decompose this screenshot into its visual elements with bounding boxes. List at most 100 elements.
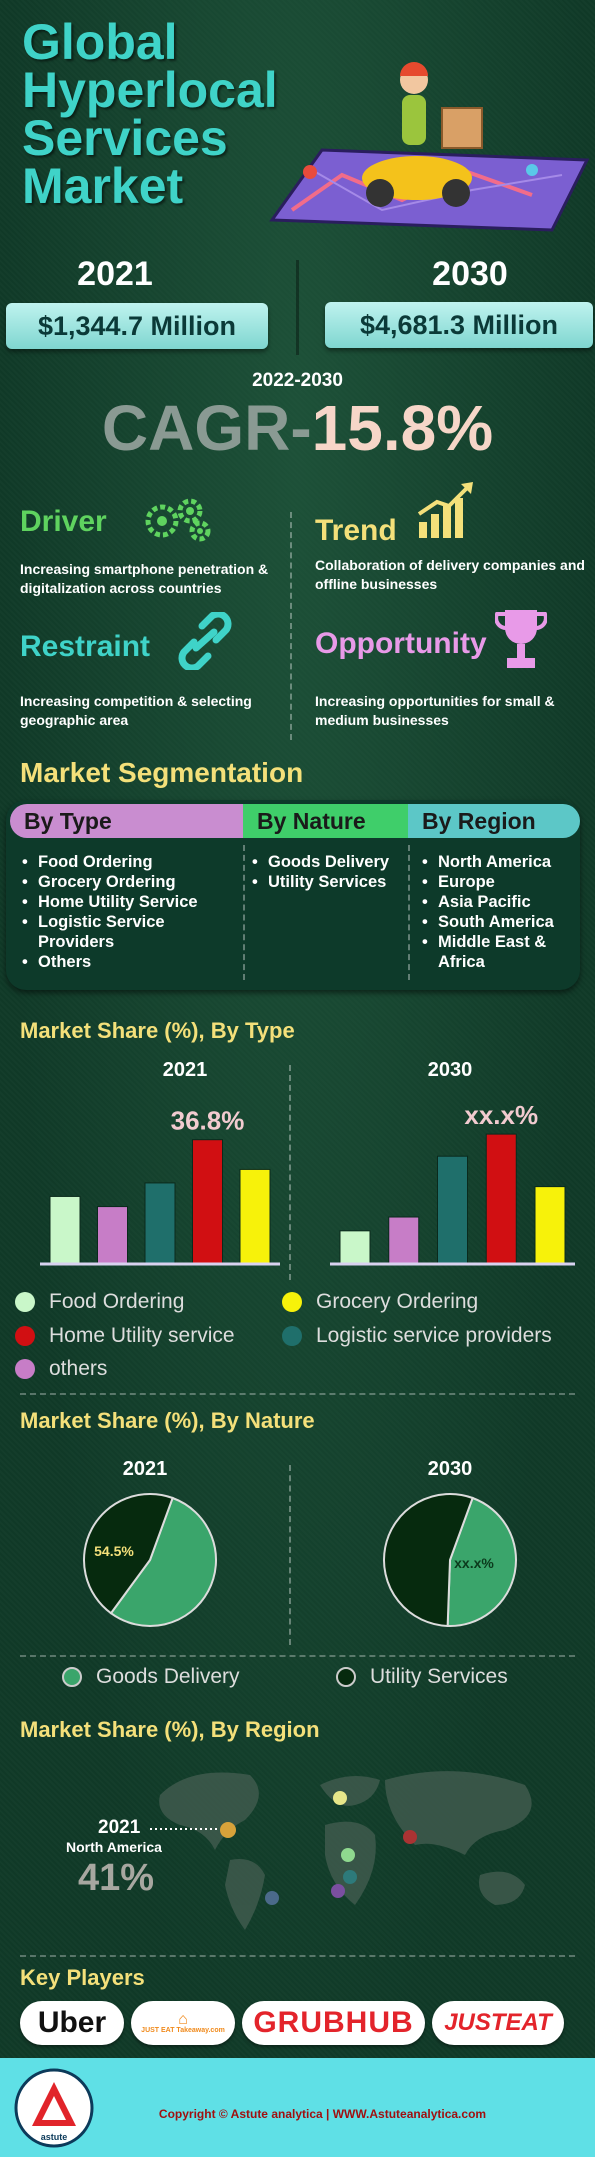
- gears-icon: [145, 498, 211, 542]
- justeat-logo: JUSTEAT: [432, 2001, 564, 2045]
- legend-item: Logistic service providers: [282, 1324, 552, 1348]
- section-divider: [20, 1393, 575, 1395]
- map-pin: [341, 1848, 355, 1862]
- list-item: Logistic Service Providers: [22, 912, 237, 952]
- pie-slice-utility-services: [83, 1493, 174, 1615]
- chart-year: 2030: [427, 1458, 473, 1480]
- map-pin: [331, 1884, 345, 1898]
- list-item: Others: [22, 952, 237, 972]
- section-divider: [20, 1655, 575, 1657]
- legend-swatch: [336, 1667, 356, 1687]
- copyright-text: Copyright © Astute analytica | WWW.Astut…: [158, 2107, 487, 2121]
- tab-by-region: By Region: [408, 804, 580, 838]
- map-pin: [403, 1830, 417, 1844]
- type-section-title: Market Share (%), By Type: [20, 1018, 295, 1043]
- legend-label: Food Ordering: [49, 1290, 185, 1313]
- just-eat-takeaway-logo: ⌂ JUST EAT Takeaway.com: [131, 2001, 235, 2045]
- list-item: Middle East & Africa: [422, 932, 572, 972]
- region-year: 2021: [98, 1817, 141, 1838]
- nature-list: Goods Delivery Utility Services: [252, 852, 404, 892]
- legend-swatch: [282, 1292, 302, 1312]
- list-item: Utility Services: [252, 872, 404, 892]
- list-item: North America: [422, 852, 572, 872]
- bar-chart-2030: xx.x%: [330, 1100, 575, 1266]
- bar-grocery-ordering: [239, 1168, 271, 1265]
- bar-logistic-service-providers: [144, 1182, 176, 1265]
- cagr-period: 2022-2030: [252, 370, 343, 391]
- delivery-scooter-illustration: [269, 62, 590, 232]
- list-item: Europe: [422, 872, 572, 892]
- data-label: xx.x%: [464, 1100, 538, 1130]
- cagr-headline: CAGR-15.8%: [0, 388, 595, 468]
- trend-title: Trend: [315, 514, 397, 547]
- legend-item: others: [15, 1357, 107, 1381]
- pie-slice-goods-delivery: [109, 1496, 217, 1627]
- section-divider: [20, 1955, 575, 1957]
- pie-slice-utility-services: [383, 1493, 474, 1627]
- bar-home-utility-service: [192, 1139, 223, 1265]
- trophy-icon: [495, 610, 547, 668]
- legend-item: Food Ordering: [15, 1290, 184, 1314]
- chart-year: 2030: [427, 1059, 473, 1081]
- header-divider: [296, 260, 299, 355]
- map-pin: [265, 1891, 279, 1905]
- legend-item: Home Utility service: [15, 1324, 235, 1348]
- nature-section-title: Market Share (%), By Nature: [20, 1408, 315, 1433]
- legend-swatch: [62, 1667, 82, 1687]
- tab-by-nature: By Nature: [243, 804, 408, 838]
- pie-chart-2030: xx.x%: [383, 1493, 517, 1627]
- title-line: Services: [22, 110, 228, 166]
- footer-bar: [0, 2058, 595, 2157]
- region-list: North America Europe Asia Pacific South …: [422, 852, 572, 972]
- quadrant-divider: [290, 512, 292, 740]
- map-pin: [220, 1822, 236, 1838]
- opportunity-title: Opportunity: [315, 627, 487, 660]
- bar-home-utility-service: [485, 1133, 517, 1265]
- bar-grocery-ordering: [534, 1186, 566, 1265]
- list-item: South America: [422, 912, 572, 932]
- legend-label: others: [49, 1357, 108, 1380]
- legend-item: Utility Services: [336, 1665, 508, 1689]
- key-players-title: Key Players: [20, 1965, 145, 1990]
- bar-logistic-service-providers: [437, 1155, 468, 1265]
- segmentation-title: Market Segmentation: [20, 757, 304, 788]
- trend-text: Collaboration of delivery companies and …: [315, 557, 585, 592]
- region-value: 41%: [78, 1857, 155, 1899]
- year-end: 2030: [432, 255, 508, 293]
- legend-swatch: [15, 1292, 35, 1312]
- restraint-text: Increasing competition & selecting geogr…: [20, 693, 252, 728]
- chain-link-icon: [178, 612, 232, 670]
- legend-item: Grocery Ordering: [282, 1290, 478, 1314]
- restraint-title: Restraint: [20, 630, 151, 663]
- title-line: Market: [22, 158, 184, 214]
- region-name: North America: [66, 1839, 162, 1855]
- value-end-badge: $4,681.3 Million: [325, 302, 593, 348]
- title-line: Hyperlocal: [22, 62, 278, 118]
- list-item: Asia Pacific: [422, 892, 572, 912]
- astute-analytica-logo: astute: [14, 2068, 94, 2148]
- list-item: Food Ordering: [22, 852, 237, 872]
- data-label: 36.8%: [171, 1106, 245, 1136]
- legend-label: Logistic service providers: [316, 1324, 552, 1347]
- legend-label: Home Utility service: [49, 1324, 235, 1347]
- map-pin: [333, 1791, 347, 1805]
- segment-divider: [408, 845, 410, 980]
- cagr-value: 15.8%: [311, 392, 494, 464]
- legend-swatch: [15, 1326, 35, 1346]
- page-title: Global Hyperlocal Services Market: [22, 17, 312, 214]
- chart-divider: [289, 1465, 291, 1645]
- legend-swatch: [282, 1326, 302, 1346]
- list-item: Grocery Ordering: [22, 872, 237, 892]
- pie-slice-goods-delivery: [446, 1496, 517, 1627]
- legend-label: Utility Services: [370, 1665, 508, 1688]
- bar-food-ordering: [339, 1230, 371, 1265]
- uber-logo: Uber: [20, 2001, 124, 2045]
- map-pin: [343, 1870, 357, 1884]
- legend-label: Grocery Ordering: [316, 1290, 479, 1313]
- chart-year: 2021: [122, 1458, 168, 1480]
- legend-swatch: [15, 1359, 35, 1379]
- list-item: Home Utility Service: [22, 892, 237, 912]
- chart-divider: [289, 1065, 291, 1280]
- value-start-badge: $1,344.7 Million: [6, 303, 268, 349]
- bar-chart-2021: 36.8%: [40, 1106, 280, 1266]
